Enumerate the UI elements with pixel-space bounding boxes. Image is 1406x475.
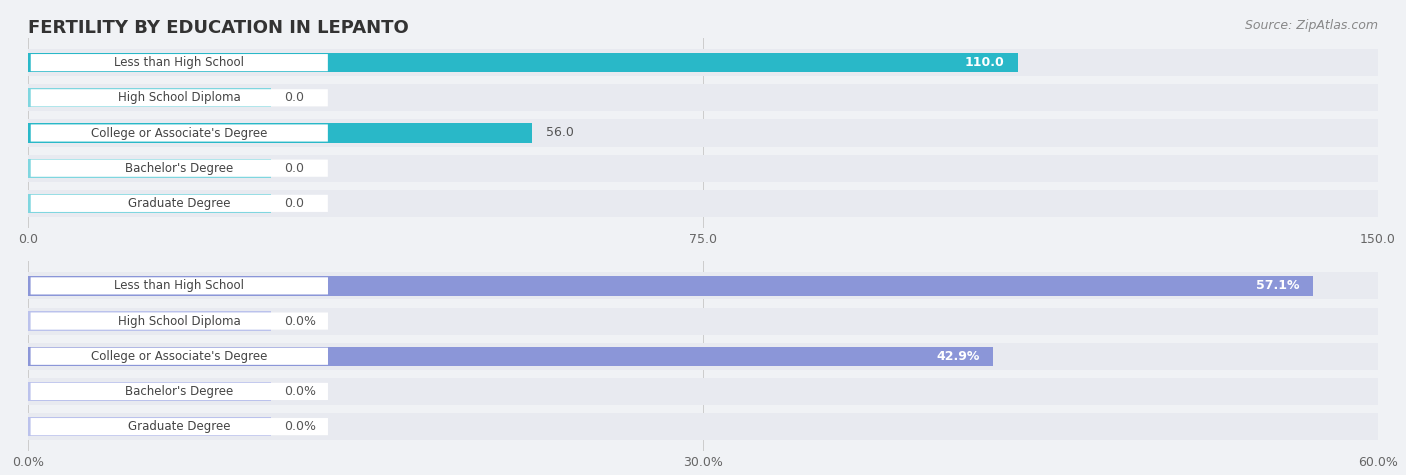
Text: Source: ZipAtlas.com: Source: ZipAtlas.com [1244, 19, 1378, 32]
Text: Bachelor's Degree: Bachelor's Degree [125, 385, 233, 398]
Text: 42.9%: 42.9% [936, 350, 980, 363]
FancyBboxPatch shape [31, 277, 328, 294]
Text: Bachelor's Degree: Bachelor's Degree [125, 162, 233, 175]
Bar [28, 194, 271, 213]
Text: Graduate Degree: Graduate Degree [128, 420, 231, 433]
Text: 57.1%: 57.1% [1256, 279, 1299, 293]
Bar [28, 307, 1378, 334]
Bar [28, 159, 271, 178]
Text: 56.0: 56.0 [546, 126, 574, 140]
Bar [28, 88, 271, 107]
Text: 0.0: 0.0 [284, 197, 305, 210]
Bar [28, 119, 1378, 147]
Bar [28, 382, 271, 401]
Bar [28, 53, 1018, 72]
Text: 110.0: 110.0 [965, 56, 1004, 69]
Bar [28, 190, 1378, 217]
Bar [28, 155, 1378, 182]
Bar [28, 342, 1378, 370]
Text: 0.0: 0.0 [284, 162, 305, 175]
FancyBboxPatch shape [31, 160, 328, 177]
Bar [28, 272, 1378, 299]
Text: Graduate Degree: Graduate Degree [128, 197, 231, 210]
Text: 0.0%: 0.0% [284, 420, 316, 433]
FancyBboxPatch shape [31, 195, 328, 212]
Text: 0.0%: 0.0% [284, 385, 316, 398]
FancyBboxPatch shape [31, 348, 328, 365]
Bar [28, 347, 993, 366]
Text: College or Associate's Degree: College or Associate's Degree [91, 126, 267, 140]
Text: High School Diploma: High School Diploma [118, 314, 240, 328]
FancyBboxPatch shape [31, 89, 328, 106]
Text: 0.0: 0.0 [284, 91, 305, 104]
FancyBboxPatch shape [31, 54, 328, 71]
Bar [28, 378, 1378, 405]
Bar [28, 413, 1378, 440]
Bar [28, 417, 271, 437]
FancyBboxPatch shape [31, 418, 328, 435]
FancyBboxPatch shape [31, 383, 328, 400]
Text: Less than High School: Less than High School [114, 279, 245, 293]
Text: College or Associate's Degree: College or Associate's Degree [91, 350, 267, 363]
FancyBboxPatch shape [31, 313, 328, 330]
Text: High School Diploma: High School Diploma [118, 91, 240, 104]
Bar [28, 312, 271, 331]
Text: Less than High School: Less than High School [114, 56, 245, 69]
FancyBboxPatch shape [31, 124, 328, 142]
Bar [28, 276, 1313, 295]
Bar [28, 49, 1378, 76]
Text: 0.0%: 0.0% [284, 314, 316, 328]
Bar [28, 124, 531, 142]
Bar [28, 84, 1378, 111]
Text: FERTILITY BY EDUCATION IN LEPANTO: FERTILITY BY EDUCATION IN LEPANTO [28, 19, 409, 37]
